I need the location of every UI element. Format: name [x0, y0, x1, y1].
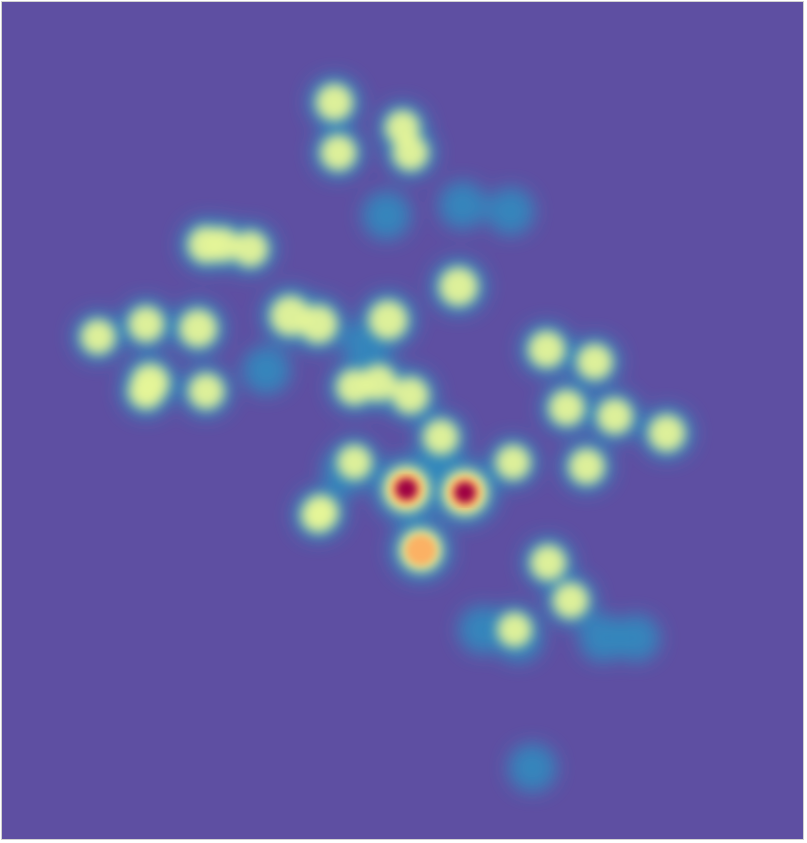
hotspot-low-36	[612, 614, 661, 662]
hotspot-low-40	[362, 191, 411, 240]
hotspot-mid-6	[439, 267, 479, 307]
hotspot-low-34	[458, 605, 507, 655]
density-layer-mid	[80, 83, 686, 648]
hotspot-mid-21	[576, 343, 613, 380]
hotspot-mid-31	[497, 612, 533, 648]
hotspot-low-35	[578, 614, 627, 663]
hotspot-mid-27	[336, 444, 372, 480]
hotspot-low-37	[507, 743, 557, 793]
hotspot-mid-12	[179, 309, 218, 348]
hotspot-mid-18	[315, 83, 353, 121]
hotspot-mid-39	[385, 110, 420, 146]
hotspot-mid-20	[528, 330, 566, 368]
hotspot-low-41	[438, 181, 487, 230]
hotspot-low-45	[241, 345, 291, 395]
hotspot-mid-22	[596, 398, 633, 435]
hotspot-mid-29	[188, 373, 225, 410]
hotspot-mid-24	[568, 448, 605, 485]
density-layer-peak	[396, 478, 476, 503]
hotspot-mid-25	[548, 389, 585, 426]
hotspot-mid-23	[648, 414, 686, 452]
hotspot-mid-16	[128, 306, 165, 343]
hotspot-mid-17	[80, 319, 116, 355]
hotspot-mid-10	[423, 419, 459, 456]
hotspot-mid-9	[336, 369, 373, 405]
hotspot-mid-5	[368, 300, 408, 340]
hotspot-mid-8	[392, 376, 429, 414]
hotspot-mid-15	[232, 230, 269, 267]
hotspot-low-42	[486, 187, 535, 236]
hotspot-mid-30	[552, 582, 589, 619]
hotspot-mid-4	[299, 304, 338, 344]
density-layer-high	[389, 472, 482, 566]
hotspot-peak-0	[396, 478, 417, 500]
hotspot-high-2	[405, 534, 437, 566]
hotspot-peak-1	[454, 482, 476, 503]
hotspot-mid-32	[530, 544, 567, 581]
hotspot-mid-11	[495, 444, 531, 480]
hotspot-mid-38	[320, 134, 357, 171]
hotspot-mid-43	[300, 497, 336, 533]
hotspot-mid-28	[128, 373, 165, 410]
hotspot-mid-48	[204, 227, 240, 263]
